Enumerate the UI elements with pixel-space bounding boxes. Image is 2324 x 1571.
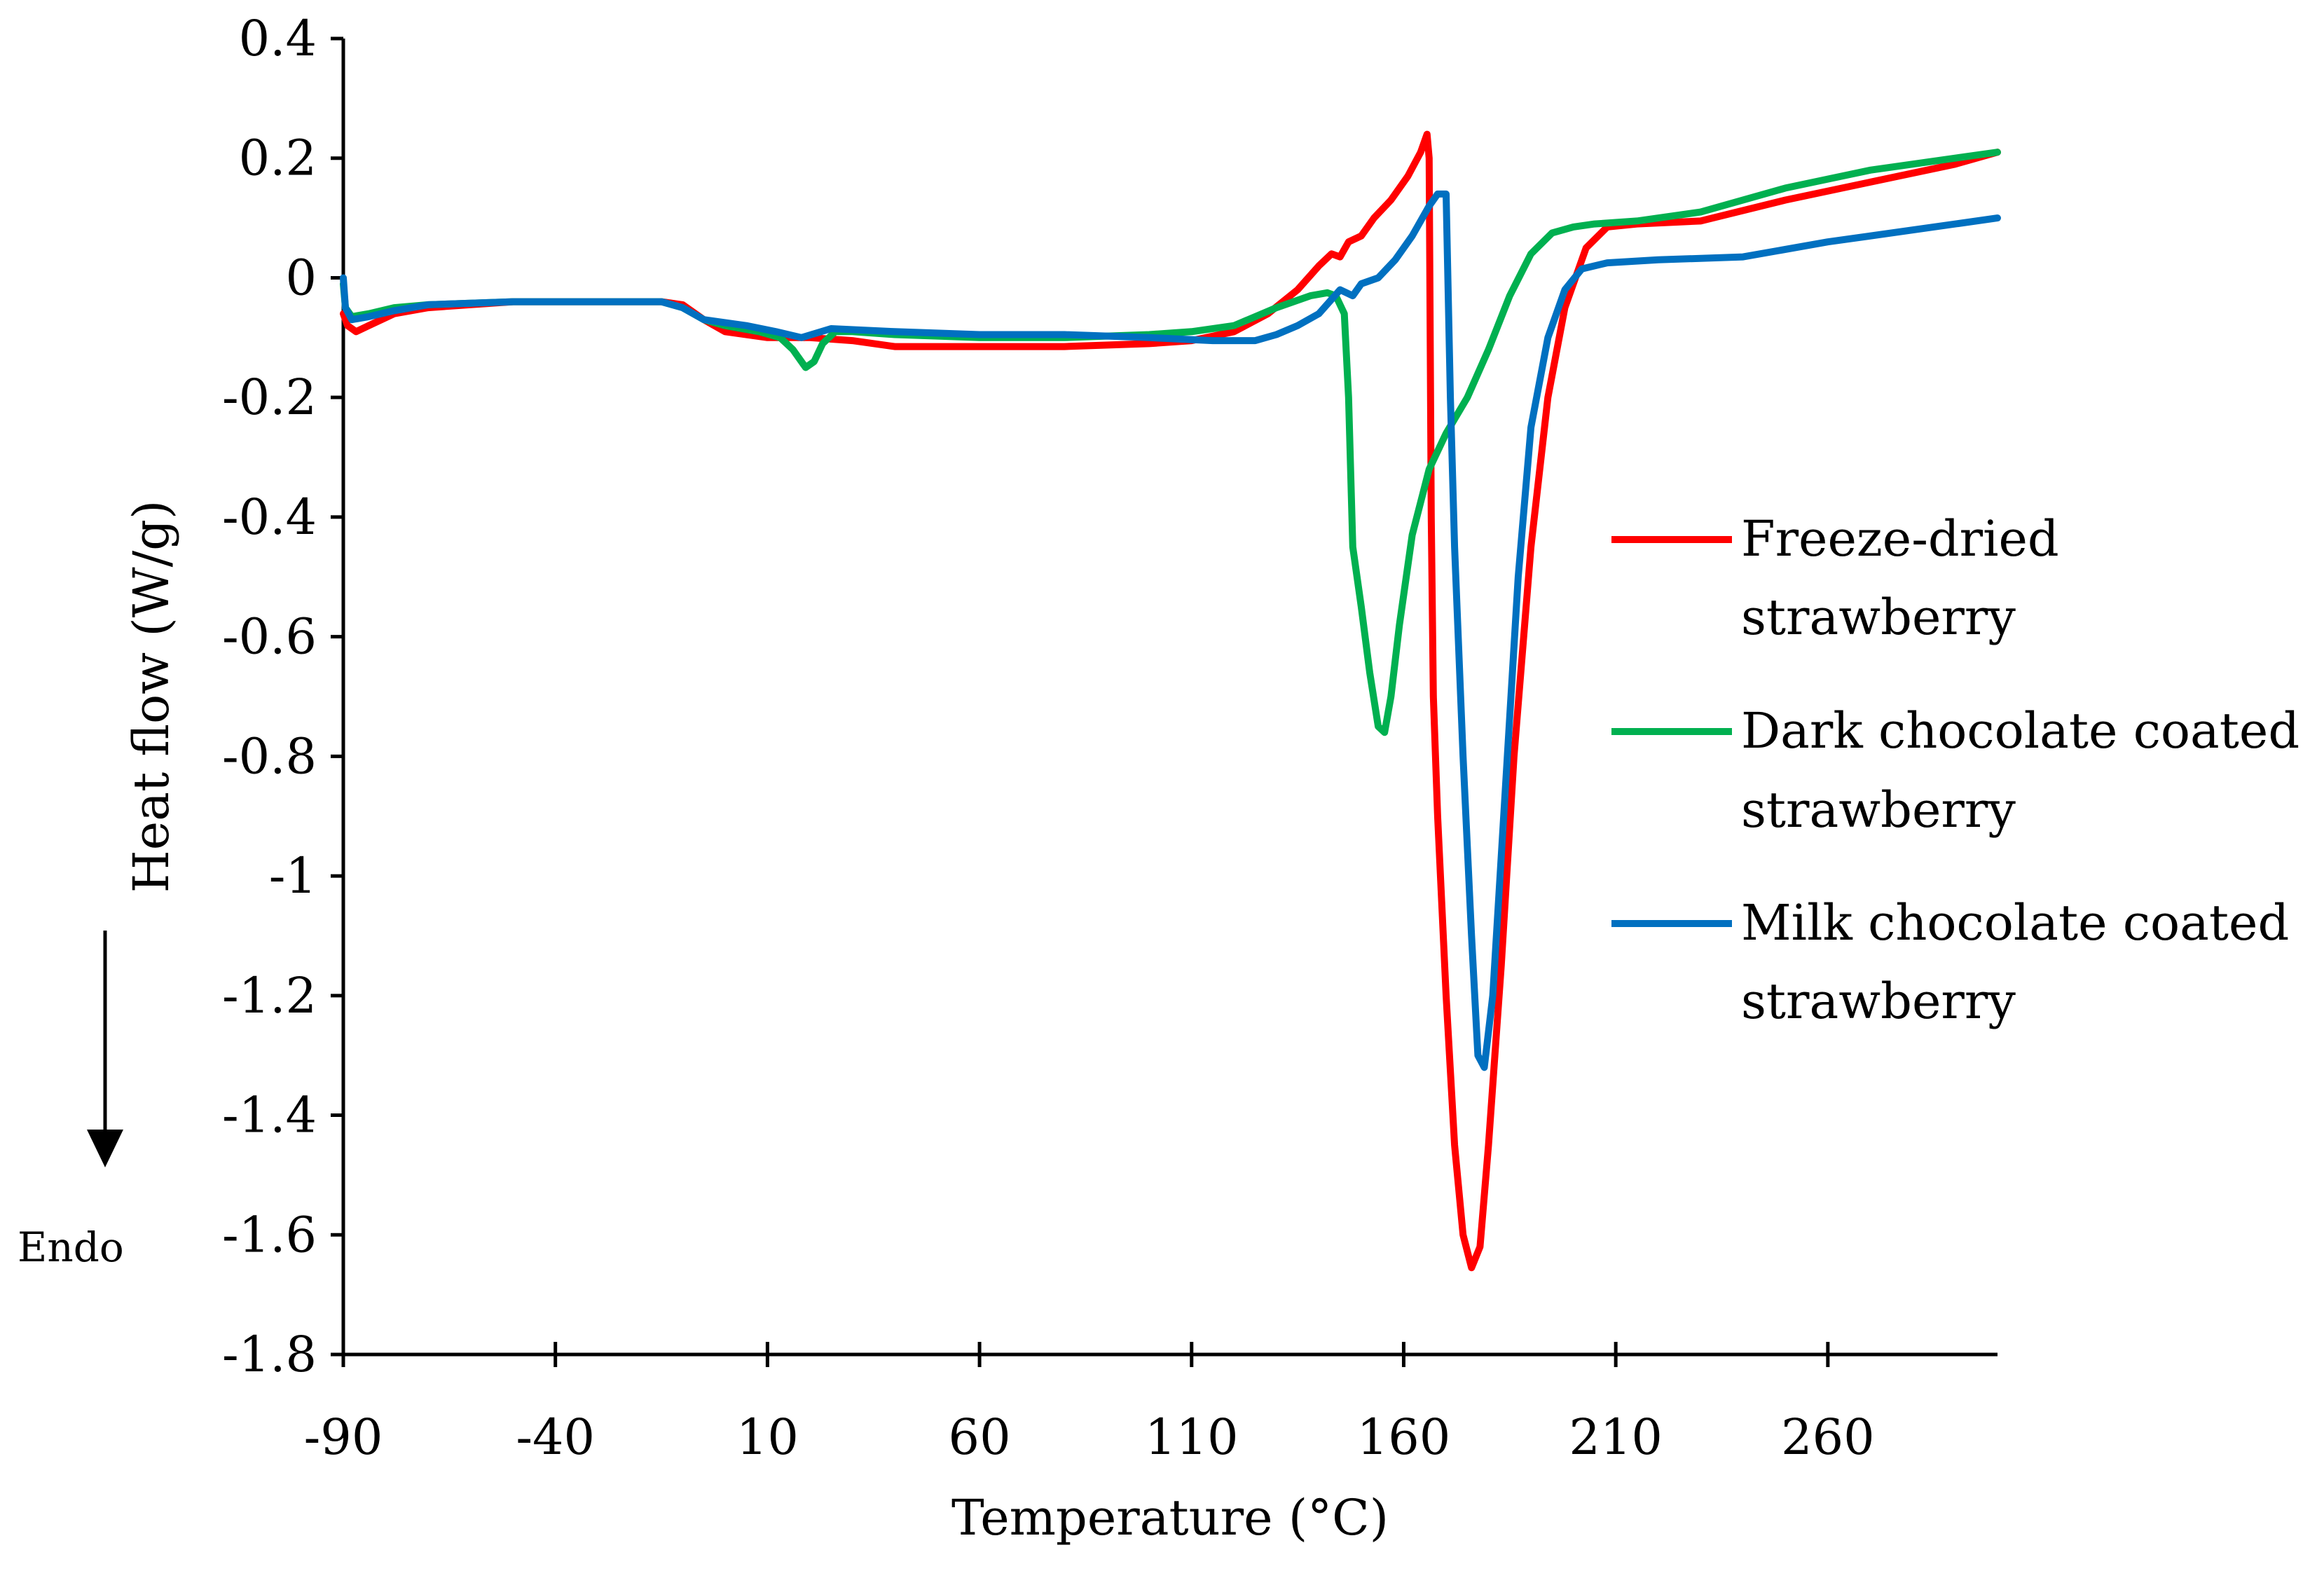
y-tick-label: -1.6 (222, 1206, 317, 1263)
y-tick-label: 0.4 (239, 10, 317, 67)
y-tick-label: -0.6 (222, 608, 317, 666)
legend: Freeze-dried strawberry Dark chocolate c… (1611, 510, 2299, 1030)
y-tick-label: 0.2 (239, 130, 317, 187)
y-tick-label: -1.2 (222, 967, 317, 1024)
legend-label-milk-chocolate-line1: Milk chocolate coated (1741, 894, 2289, 952)
x-tick-label: 160 (1357, 1408, 1451, 1466)
x-tick-label: 60 (949, 1408, 1011, 1466)
legend-label-dark-chocolate-line1: Dark chocolate coated (1741, 702, 2299, 760)
series-layer (340, 130, 2001, 1272)
x-axis-title: Temperature (°C) (951, 1489, 1389, 1546)
legend-label-milk-chocolate-line2: strawberry (1741, 973, 2016, 1030)
x-tick-label: 110 (1145, 1408, 1239, 1466)
legend-label-dark-chocolate-line2: strawberry (1741, 781, 2016, 839)
y-tick-label: -1.4 (222, 1087, 317, 1144)
x-tick-label: 10 (736, 1408, 799, 1466)
y-tick-label: -0.4 (222, 488, 317, 546)
legend-label-freeze-dried-line1: Freeze-dried (1741, 510, 2059, 568)
endo-annotation: Endo (18, 1223, 124, 1271)
y-axis-ticks: 0.4 0.2 0 -0.2 -0.4 -0.6 -0.8 -1 -1.2 -1.4 -1.6 -1.… (222, 10, 343, 1383)
x-tick-label: -90 (304, 1408, 383, 1466)
y-tick-label: -0.2 (222, 369, 317, 426)
x-tick-label: 260 (1781, 1408, 1875, 1466)
x-tick-label: -40 (516, 1408, 595, 1466)
y-tick-label: -1 (269, 847, 317, 905)
endo-arrow-head-icon (87, 1130, 123, 1167)
x-axis-ticks: -90 -40 10 60 110 160 210 260 (304, 1342, 1875, 1466)
x-tick-label: 210 (1569, 1408, 1663, 1466)
y-tick-label: -1.8 (222, 1326, 317, 1383)
series-line-milk-chocolate (340, 190, 2001, 1071)
legend-label-freeze-dried-line2: strawberry (1741, 589, 2016, 646)
y-tick-label: 0 (285, 249, 317, 306)
y-tick-label: -0.8 (222, 727, 317, 785)
y-axis-title: Heat flow (W/g) (123, 500, 180, 893)
